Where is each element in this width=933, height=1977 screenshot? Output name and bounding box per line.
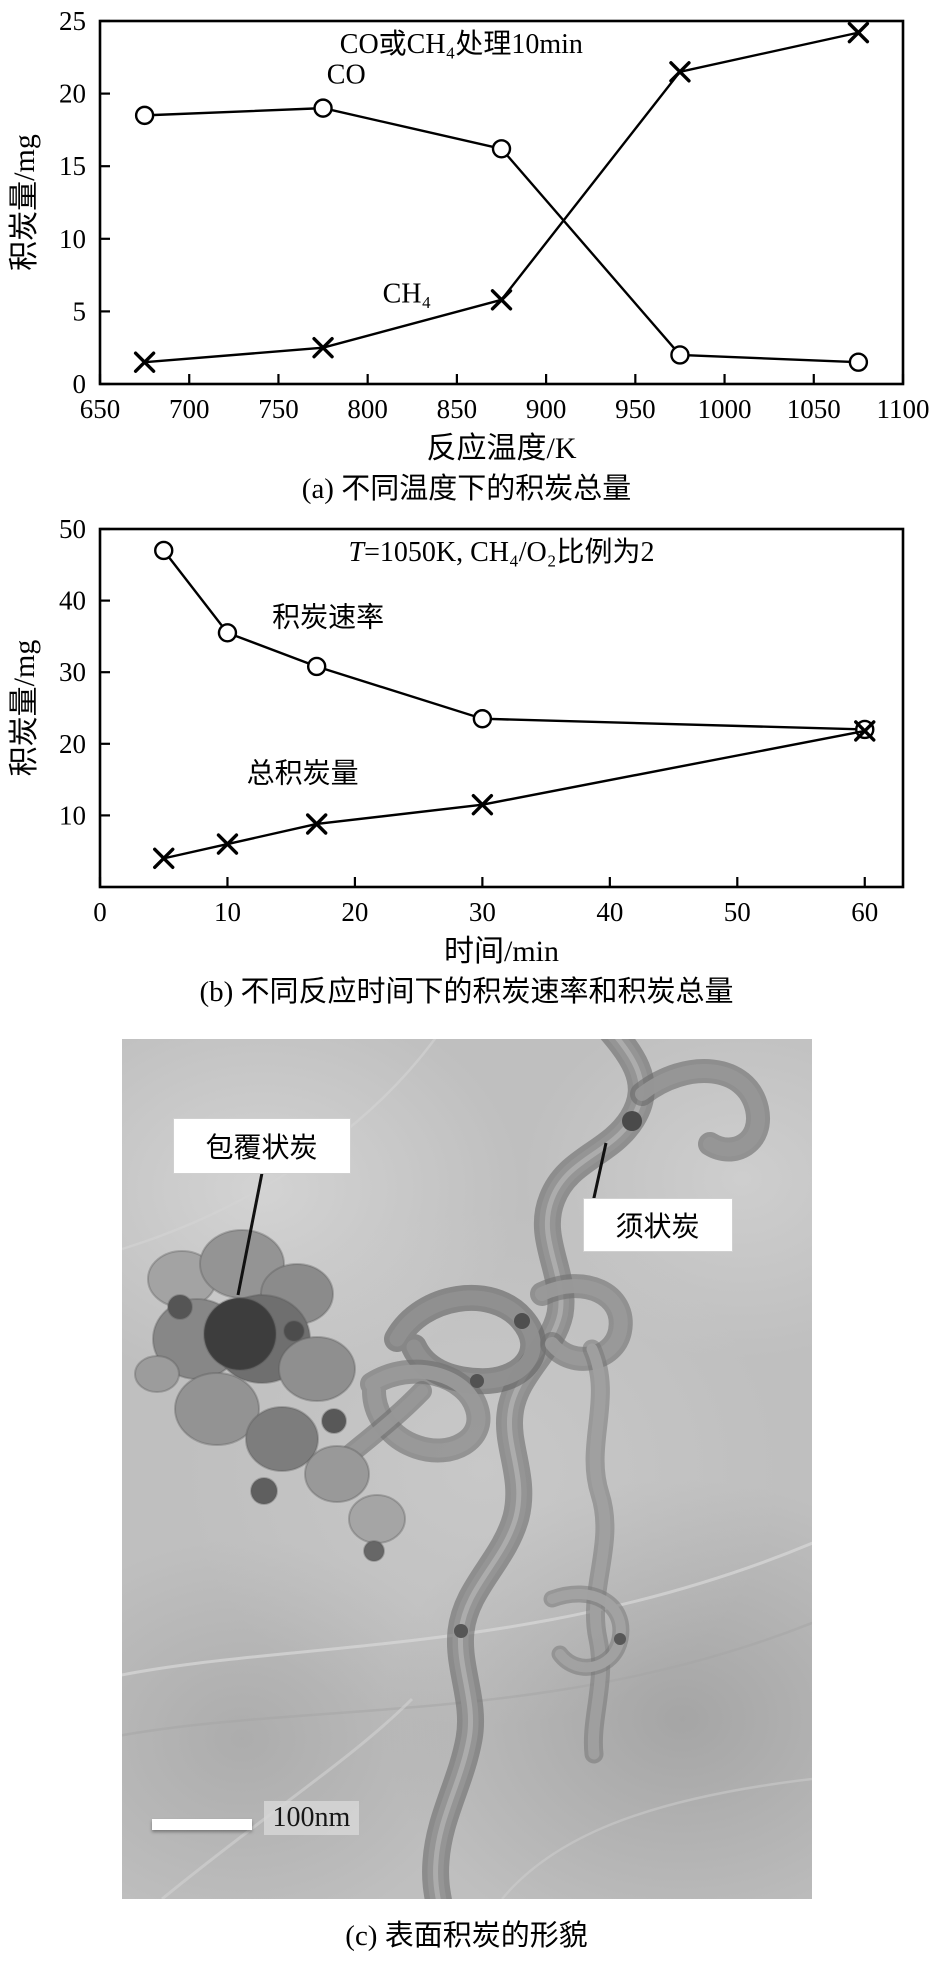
tem-label-coating-carbon: 包覆状炭: [173, 1119, 350, 1173]
coating-leader-line: [236, 1172, 263, 1296]
x-tick-label: 10: [214, 897, 241, 927]
marker-x-总积炭量: [216, 833, 239, 855]
marker-x-stroke: [471, 793, 494, 816]
caption-b: (b) 不同反应时间下的积炭速率和积炭总量: [199, 976, 734, 1008]
marker-x-CH₄: [847, 21, 870, 44]
y-axis-label: 积炭量/mg: [8, 134, 41, 271]
y-tick-label: 40: [59, 586, 86, 616]
chart-a: 650 700 750 800 850 900 950 1000 1050 1100 0 5 10 15 2…: [8, 6, 930, 465]
tem-micrograph: [121, 1039, 812, 1899]
chart-inner-title: CO或CH₄处理10min: [340, 28, 583, 60]
y-axis-label: 积炭量/mg: [8, 640, 41, 777]
series-label-总积炭量: 总积炭量: [247, 757, 359, 789]
x-tick-label: 0: [93, 897, 107, 927]
series-line-CH₄: [144, 31, 859, 364]
scale-bar-line: [151, 1819, 252, 1830]
marker-circle-积炭速率: [306, 656, 327, 677]
marker-x-总积炭量: [153, 847, 175, 870]
y-tick-label: 5: [73, 296, 87, 326]
x-tick-label: 20: [341, 897, 368, 927]
marker-circle-积炭速率: [472, 709, 493, 729]
marker-x-stroke: [305, 813, 328, 835]
x-axis-label: 时间/min: [444, 935, 559, 968]
series-label-CO: CO: [327, 59, 366, 90]
marker-circle-积炭速率: [217, 623, 238, 643]
marker-x-stroke: [847, 21, 870, 44]
marker-x-stroke: [669, 61, 691, 83]
x-tick-label: 700: [169, 394, 210, 424]
x-tick-label: 950: [615, 394, 656, 424]
series-line-总积炭量: [163, 729, 865, 860]
scale-bar-label: 100nm: [263, 1801, 360, 1835]
marker-circle-CO: [313, 98, 333, 118]
tem-label-whisker-carbon: 须状炭: [583, 1199, 732, 1251]
marker-x-总积炭量: [854, 720, 876, 742]
panel-b: 0 10 20 30 40 50 60 10 20 30 40 50 时间/min 积炭量/mg T=105…: [0, 512, 933, 1015]
x-tick-label: 900: [526, 394, 567, 424]
x-tick-label: 1000: [698, 394, 752, 424]
marker-x-stroke: [133, 351, 156, 373]
x-tick-label: 40: [596, 897, 623, 927]
x-tick-label: 1050: [787, 394, 841, 424]
plot-frame: [98, 527, 905, 889]
y-tick-label: 50: [59, 514, 86, 544]
marker-circle-CO: [848, 352, 869, 372]
marker-circle-积炭速率: [154, 540, 174, 561]
x-tick-label: 650: [80, 394, 121, 424]
marker-x-stroke: [490, 289, 513, 311]
chart-b: 0 10 20 30 40 50 60 10 20 30 40 50 时间/min 积炭量/mg T=105…: [8, 514, 905, 968]
marker-x-CH₄: [312, 337, 334, 359]
x-tick-label: 800: [347, 394, 388, 424]
caption-c: (c) 表面积炭的形貌: [345, 1920, 588, 1952]
caption-a: (a) 不同温度下的积炭总量: [301, 473, 632, 505]
x-axis-label: 反应温度/K: [427, 432, 577, 465]
y-tick-label: 15: [59, 151, 86, 181]
x-tick-label: 30: [469, 897, 496, 927]
y-tick-label: 0: [73, 369, 87, 399]
y-tick-label: 10: [59, 800, 86, 830]
x-tick-label: 750: [258, 394, 299, 424]
panel-c: 包覆状炭 须状炭 100nm (c) 表面积炭的形貌: [0, 1015, 933, 1959]
y-tick-label: 30: [59, 657, 86, 687]
tem-image: 包覆状炭 须状炭 100nm: [121, 1039, 812, 1899]
marker-x-stroke: [216, 833, 239, 855]
marker-x-CH₄: [669, 61, 691, 83]
marker-x-总积炭量: [471, 793, 494, 816]
marker-x-CH₄: [490, 289, 513, 311]
marker-x-stroke: [153, 847, 175, 870]
y-tick-label: 25: [59, 6, 86, 36]
series-label-积炭速率: 积炭速率: [272, 601, 384, 633]
y-tick-label: 20: [59, 729, 86, 759]
x-tick-label: 60: [851, 897, 878, 927]
marker-circle-CO: [491, 139, 512, 159]
y-tick-label: 20: [59, 79, 86, 109]
plot-frame: [98, 19, 905, 386]
marker-x-stroke: [854, 720, 876, 742]
marker-x-CH₄: [133, 351, 156, 373]
coating-carbon-cluster: [133, 1229, 406, 1562]
x-tick-label: 850: [437, 394, 478, 424]
marker-circle-CO: [670, 345, 690, 365]
series-label-CH₄: CH₄: [383, 279, 432, 310]
panel-a: 650 700 750 800 850 900 950 1000 1050 1100 0 5 10 15 2…: [0, 0, 933, 512]
x-tick-label: 50: [724, 897, 751, 927]
marker-x-stroke: [312, 337, 334, 359]
marker-circle-CO: [134, 105, 155, 126]
series-line-积炭速率: [162, 549, 865, 731]
x-tick-label: 1100: [877, 394, 930, 424]
y-tick-label: 10: [59, 224, 86, 254]
marker-x-总积炭量: [305, 813, 328, 835]
chart-inner-title: T=1050K, CH₄/O₂比例为2: [348, 536, 654, 568]
